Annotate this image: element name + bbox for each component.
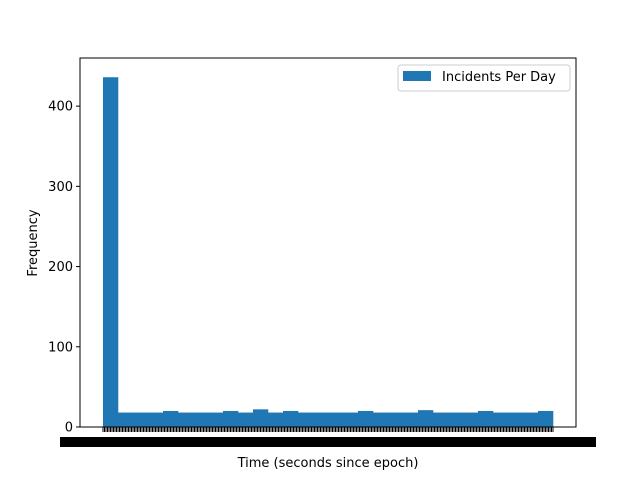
histogram-bar — [193, 412, 209, 427]
histogram-bar — [313, 412, 329, 427]
histogram-bar — [223, 410, 239, 427]
histogram-bar — [508, 412, 524, 427]
histogram-bar — [283, 410, 299, 427]
x-axis-label: Time (seconds since epoch) — [237, 456, 419, 471]
x-axis-ticks — [60, 427, 596, 447]
histogram-bar — [328, 412, 344, 427]
histogram-bars — [103, 77, 554, 427]
histogram-bar — [268, 412, 284, 427]
legend-label: Incidents Per Day — [442, 70, 556, 85]
histogram-bar — [478, 410, 494, 427]
y-tick-label: 200 — [48, 260, 73, 275]
x-tick-labels-overlap — [60, 437, 596, 447]
histogram-bar — [103, 77, 119, 427]
histogram-bar — [538, 410, 554, 427]
histogram-bar — [148, 412, 164, 427]
y-tick-label: 400 — [48, 100, 73, 115]
histogram-bar — [163, 410, 179, 427]
histogram-bar — [493, 412, 509, 427]
y-tick-label: 100 — [48, 340, 73, 355]
histogram-bar — [358, 410, 374, 427]
histogram-bar — [118, 412, 134, 427]
histogram-bar — [133, 412, 149, 427]
histogram-bar — [388, 412, 404, 427]
histogram-bar — [298, 412, 314, 427]
histogram-bar — [253, 409, 269, 427]
legend-box — [397, 64, 571, 92]
histogram-bar — [208, 412, 224, 427]
histogram-bar — [343, 412, 359, 427]
legend-swatch — [403, 71, 431, 81]
histogram-bar — [418, 410, 434, 427]
histogram-bar — [238, 412, 254, 427]
histogram-bar — [448, 412, 464, 427]
histogram-bar — [433, 412, 449, 427]
y-tick-label: 0 — [65, 421, 73, 436]
histogram-bar — [523, 412, 539, 427]
y-axis-label: Frequency — [26, 209, 41, 276]
histogram-bar — [178, 412, 194, 427]
histogram-bar — [463, 412, 479, 427]
y-tick-label: 300 — [48, 180, 73, 195]
histogram-bar — [373, 412, 389, 427]
histogram-bar — [403, 412, 419, 427]
y-axis-ticks: 0 100 200 300 400 — [48, 100, 80, 436]
legend: Incidents Per Day — [397, 64, 571, 92]
